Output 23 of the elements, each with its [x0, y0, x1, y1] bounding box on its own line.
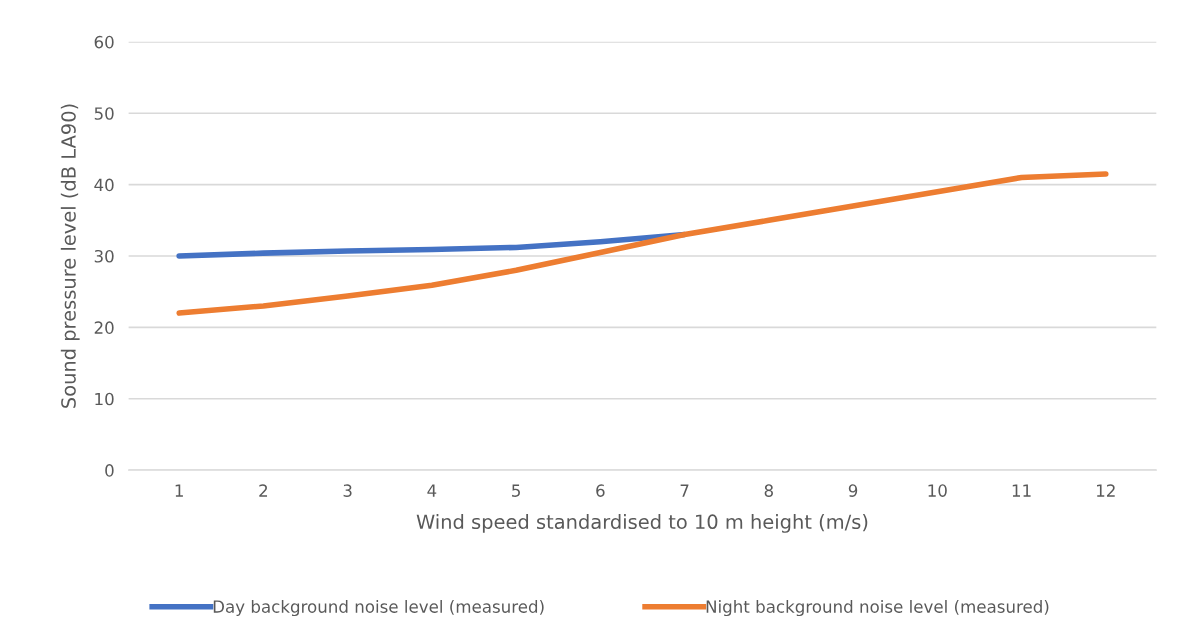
x-tick-label: 10	[928, 484, 947, 497]
x-tick-label: 6	[596, 484, 605, 497]
legend-label: Night background noise level (measured)	[706, 599, 1049, 617]
x-tick-label: 2	[259, 484, 268, 497]
x-tick-label: 1	[175, 484, 183, 497]
y-tick-label: 0	[105, 464, 114, 477]
x-tick-label: 9	[848, 484, 858, 497]
x-tick-label: 3	[343, 484, 352, 497]
x-tick-label: 8	[764, 484, 773, 497]
x-axis-title: Wind speed standardised to 10 m height (m/s)	[416, 514, 868, 533]
y-tick-label: 60	[94, 35, 114, 49]
y-tick-label: 40	[94, 178, 114, 192]
y-tick-label: 20	[94, 321, 114, 334]
x-tick-label: 11	[1012, 484, 1031, 497]
x-tick-label: 12	[1097, 484, 1115, 497]
y-tick-label: 50	[94, 107, 114, 120]
y-tick-label: 30	[94, 249, 114, 263]
legend-label: Day background noise level (measured)	[213, 599, 544, 617]
x-tick-label: 7	[680, 484, 689, 497]
y-axis-title: Sound pressure level (dB LA90)	[60, 104, 80, 408]
y-tick-label: 10	[95, 392, 114, 406]
x-tick-label: 4	[427, 484, 437, 497]
x-tick-label: 5	[512, 484, 520, 497]
